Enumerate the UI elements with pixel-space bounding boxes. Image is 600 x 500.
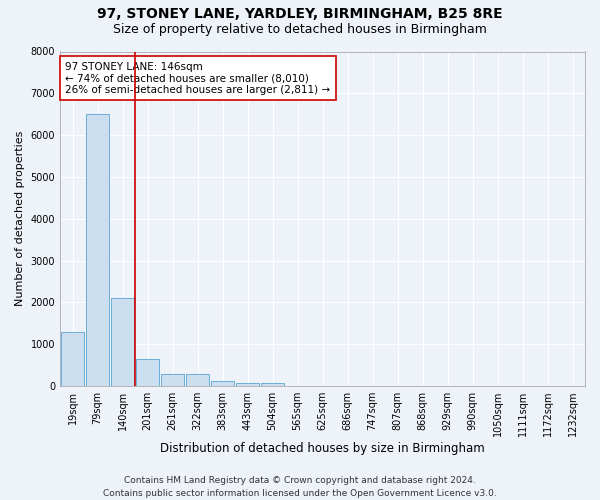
Text: 97 STONEY LANE: 146sqm
← 74% of detached houses are smaller (8,010)
26% of semi-: 97 STONEY LANE: 146sqm ← 74% of detached… — [65, 62, 331, 94]
Y-axis label: Number of detached properties: Number of detached properties — [15, 131, 25, 306]
Bar — [161, 374, 184, 386]
Bar — [86, 114, 109, 386]
X-axis label: Distribution of detached houses by size in Birmingham: Distribution of detached houses by size … — [160, 442, 485, 455]
Bar — [136, 359, 159, 386]
Text: Contains HM Land Registry data © Crown copyright and database right 2024.
Contai: Contains HM Land Registry data © Crown c… — [103, 476, 497, 498]
Bar — [261, 383, 284, 386]
Bar — [111, 298, 134, 386]
Bar — [211, 382, 234, 386]
Bar — [186, 374, 209, 386]
Text: 97, STONEY LANE, YARDLEY, BIRMINGHAM, B25 8RE: 97, STONEY LANE, YARDLEY, BIRMINGHAM, B2… — [97, 8, 503, 22]
Bar — [61, 332, 84, 386]
Bar — [236, 383, 259, 386]
Text: Size of property relative to detached houses in Birmingham: Size of property relative to detached ho… — [113, 22, 487, 36]
